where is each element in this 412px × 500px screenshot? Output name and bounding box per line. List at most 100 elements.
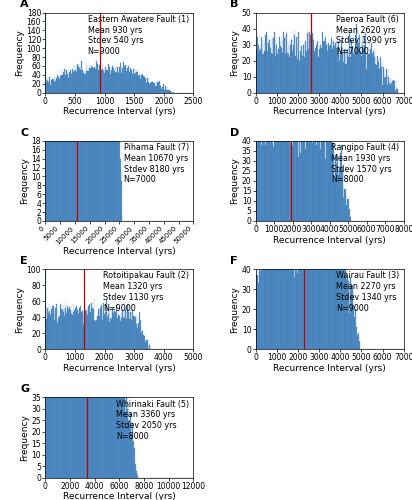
Bar — [357, 335, 358, 349]
Bar — [266, 32, 267, 92]
Bar — [314, 51, 315, 92]
Bar — [344, 199, 345, 221]
Bar — [121, 181, 122, 221]
Bar — [135, 68, 136, 92]
Bar — [259, 126, 260, 221]
Bar — [295, 56, 296, 92]
Bar — [397, 90, 398, 92]
Bar — [71, 314, 72, 349]
Bar — [303, 243, 304, 349]
Bar — [69, 338, 70, 477]
Bar — [337, 221, 338, 349]
Bar — [54, 0, 55, 221]
Bar — [125, 310, 126, 349]
Bar — [302, 56, 303, 92]
Bar — [51, 80, 52, 92]
Bar — [272, 225, 273, 349]
Bar — [263, 133, 264, 221]
Bar — [121, 318, 122, 349]
Bar — [100, 71, 101, 92]
Bar — [298, 32, 299, 92]
Bar — [351, 50, 352, 92]
Bar — [163, 84, 164, 92]
Bar — [59, 331, 60, 478]
Bar — [116, 30, 117, 221]
Bar — [264, 233, 265, 349]
Bar — [98, 72, 99, 92]
Bar — [258, 112, 259, 221]
Bar — [95, 321, 96, 349]
Bar — [261, 267, 262, 349]
Bar — [289, 116, 290, 221]
Bar — [329, 137, 330, 221]
Bar — [51, 0, 52, 221]
Bar — [275, 251, 276, 349]
Bar — [273, 253, 274, 349]
Bar — [53, 324, 54, 478]
Bar — [338, 249, 339, 349]
Bar — [133, 77, 134, 92]
Bar — [389, 78, 390, 92]
Bar — [81, 0, 82, 221]
Bar — [286, 131, 287, 221]
Bar — [129, 420, 130, 478]
Bar — [288, 225, 289, 349]
Bar — [148, 82, 149, 92]
Bar — [138, 76, 139, 92]
Bar — [352, 285, 353, 349]
Bar — [315, 50, 316, 92]
Bar — [309, 112, 310, 221]
Bar — [90, 68, 91, 92]
Bar — [305, 42, 306, 92]
Bar — [111, 70, 112, 92]
Bar — [266, 257, 267, 349]
Bar — [306, 120, 307, 221]
Bar — [260, 271, 261, 349]
Bar — [293, 44, 294, 92]
Bar — [86, 336, 87, 478]
Bar — [103, 72, 104, 92]
Bar — [62, 0, 63, 221]
Bar — [73, 72, 74, 92]
Bar — [377, 56, 378, 92]
Bar — [120, 321, 121, 349]
Bar — [286, 227, 287, 349]
Bar — [84, 358, 85, 478]
Bar — [268, 131, 269, 221]
Bar — [123, 354, 124, 478]
Bar — [154, 83, 155, 92]
Bar — [288, 124, 289, 221]
Bar — [51, 352, 52, 478]
Bar — [136, 68, 137, 92]
Bar — [93, 309, 94, 349]
Bar — [291, 40, 292, 92]
Bar — [70, 0, 71, 221]
Bar — [312, 143, 313, 221]
Bar — [77, 0, 78, 221]
Bar — [271, 249, 272, 349]
Bar — [319, 241, 320, 349]
Bar — [297, 59, 298, 92]
Bar — [107, 25, 108, 221]
Bar — [117, 317, 118, 349]
Bar — [55, 331, 56, 478]
Bar — [267, 139, 268, 221]
Bar — [318, 241, 319, 349]
Bar — [105, 68, 106, 92]
Bar — [340, 153, 341, 221]
Bar — [281, 48, 282, 92]
Bar — [91, 74, 92, 92]
Bar — [119, 68, 120, 92]
Bar — [341, 40, 342, 92]
Bar — [52, 306, 53, 349]
Bar — [67, 342, 68, 477]
Bar — [64, 68, 65, 92]
Bar — [79, 308, 80, 349]
Bar — [284, 249, 285, 349]
Bar — [315, 241, 316, 349]
Bar — [149, 345, 150, 349]
Bar — [68, 347, 69, 478]
Bar — [105, 312, 106, 349]
Bar — [82, 360, 83, 478]
Bar — [49, 77, 50, 92]
